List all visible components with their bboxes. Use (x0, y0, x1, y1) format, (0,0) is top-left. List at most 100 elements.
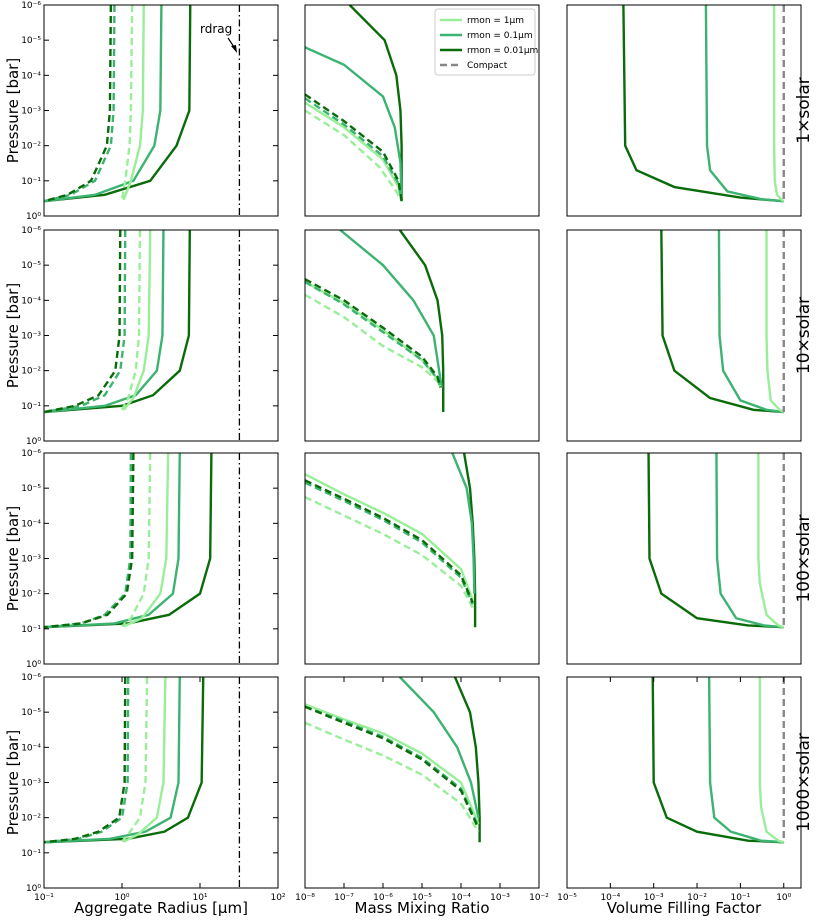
series-line (121, 453, 152, 628)
x-tick-label: 10⁻² (687, 893, 707, 903)
axes-frame (566, 676, 802, 889)
y-tick-label: 10⁻⁶ (21, 1, 41, 11)
series-line (622, 5, 784, 203)
series-line (758, 677, 785, 844)
series-line (647, 453, 784, 629)
series-line (707, 677, 784, 844)
series-line (715, 453, 784, 629)
y-tick-label: 10⁻¹ (21, 402, 41, 412)
y-tick-label: 10⁻¹ (21, 177, 41, 187)
legend-label: rmon = 0.1μm (467, 31, 533, 41)
row-label: 1000×solar (794, 733, 814, 832)
series-line (398, 677, 480, 818)
series-line (660, 230, 784, 414)
series-line (453, 677, 481, 843)
series-line (44, 677, 127, 844)
x-tick-label: 10¹ (192, 893, 207, 903)
axes-frame (304, 4, 540, 217)
panel (304, 229, 540, 442)
x-tick-label: 10⁻³ (490, 893, 510, 903)
x-tick-label: 10⁻⁶ (373, 893, 393, 903)
series-line (398, 230, 445, 413)
x-tick-label: 10⁻⁷ (334, 893, 354, 903)
panel: 100×solar (566, 452, 814, 665)
series-line (704, 5, 784, 203)
series-line (122, 5, 145, 201)
series-line (305, 705, 480, 828)
x-tick-label: 10⁰ (776, 893, 791, 903)
x-tick-label: 10⁻⁸ (295, 893, 315, 903)
series-line (44, 230, 122, 414)
x-tick-label: 10⁰ (114, 893, 129, 903)
axes-frame (304, 452, 540, 665)
series-line (305, 278, 442, 388)
series-line (120, 230, 142, 411)
axes-frame (566, 452, 802, 665)
y-tick-label: 10⁻⁶ (21, 226, 41, 236)
series-line (121, 677, 149, 843)
row-label: 1×solar (794, 77, 814, 143)
y-tick-label: 10⁻⁶ (21, 449, 41, 459)
annotation-arrowhead (231, 45, 237, 53)
y-tick-label: 10⁻⁴ (21, 296, 41, 306)
series-line (305, 93, 403, 202)
y-tick-label: 10⁻⁴ (21, 519, 41, 529)
series-line (44, 453, 135, 629)
series-line (757, 453, 785, 629)
legend-box (434, 8, 536, 76)
series-line (305, 101, 403, 202)
y-tick-label: 10⁻⁴ (21, 71, 41, 81)
x-tick-label: 10⁻⁴ (451, 893, 471, 903)
series-line (120, 5, 134, 201)
axes-frame (304, 676, 540, 889)
row-label: 10×solar (794, 297, 814, 374)
y-tick-label: 10⁻⁵ (21, 708, 41, 718)
y-tick-label: 10⁻¹ (21, 849, 41, 859)
y-tick-label: 10⁻³ (21, 555, 41, 565)
axes-frame (304, 229, 540, 442)
legend-label: Compact (467, 61, 508, 71)
x-tick-label: 10⁻⁵ (557, 893, 577, 903)
series-line (348, 5, 403, 202)
y-tick-label: 10⁻⁵ (21, 36, 41, 46)
series-line (122, 230, 152, 411)
series-line (305, 280, 442, 388)
y-tick-label: 10⁻⁴ (21, 743, 41, 753)
y-tick-label: 10⁻⁶ (21, 673, 41, 683)
y-tick-label: 10⁻⁵ (21, 484, 41, 494)
series-line (305, 109, 403, 202)
panel (304, 452, 540, 665)
y-tick-label: 10⁻² (21, 590, 41, 600)
series-line (44, 677, 205, 844)
series-line (717, 230, 784, 414)
series-line (123, 677, 167, 843)
y-tick-label: 10⁻² (21, 142, 41, 152)
y-tick-label: 10⁻³ (21, 107, 41, 117)
series-line (305, 703, 480, 825)
series-line (305, 46, 403, 202)
series-line (44, 453, 213, 629)
x-tick-label: 10⁻¹ (730, 893, 750, 903)
panel: 10⁻⁵ 10⁻⁴ 10⁻³ 10⁻² 10⁻¹ 10⁰ Volume Filling Fa… (557, 676, 814, 917)
legend-label: rmon = 0.01μm (467, 46, 538, 56)
series-line (305, 97, 403, 202)
series-line (44, 677, 181, 844)
axes-frame (566, 229, 802, 442)
y-tick-label: 10⁻¹ (21, 625, 41, 635)
axes-frame (566, 4, 802, 217)
y-tick-label: 10⁰ (26, 884, 41, 894)
panel: 10⁻⁶ 10⁻⁵ 10⁻⁴ 10⁻³ 10⁻² 10⁻¹ 10⁰ Pressure [bar… (4, 226, 279, 447)
x-tick-label: 10² (270, 893, 285, 903)
panel: 1×solar (566, 4, 814, 217)
panel: 10×solar (566, 229, 814, 442)
y-axis-label: Pressure [bar] (4, 283, 22, 388)
y-tick-label: 10⁰ (26, 437, 41, 447)
series-line (305, 721, 480, 833)
series-line (44, 5, 116, 203)
series-line (44, 677, 130, 844)
y-tick-label: 10⁰ (26, 212, 41, 222)
x-axis-label: Mass Mixing Ratio (355, 899, 490, 917)
axes-frame (43, 676, 279, 889)
series-line (305, 473, 474, 601)
